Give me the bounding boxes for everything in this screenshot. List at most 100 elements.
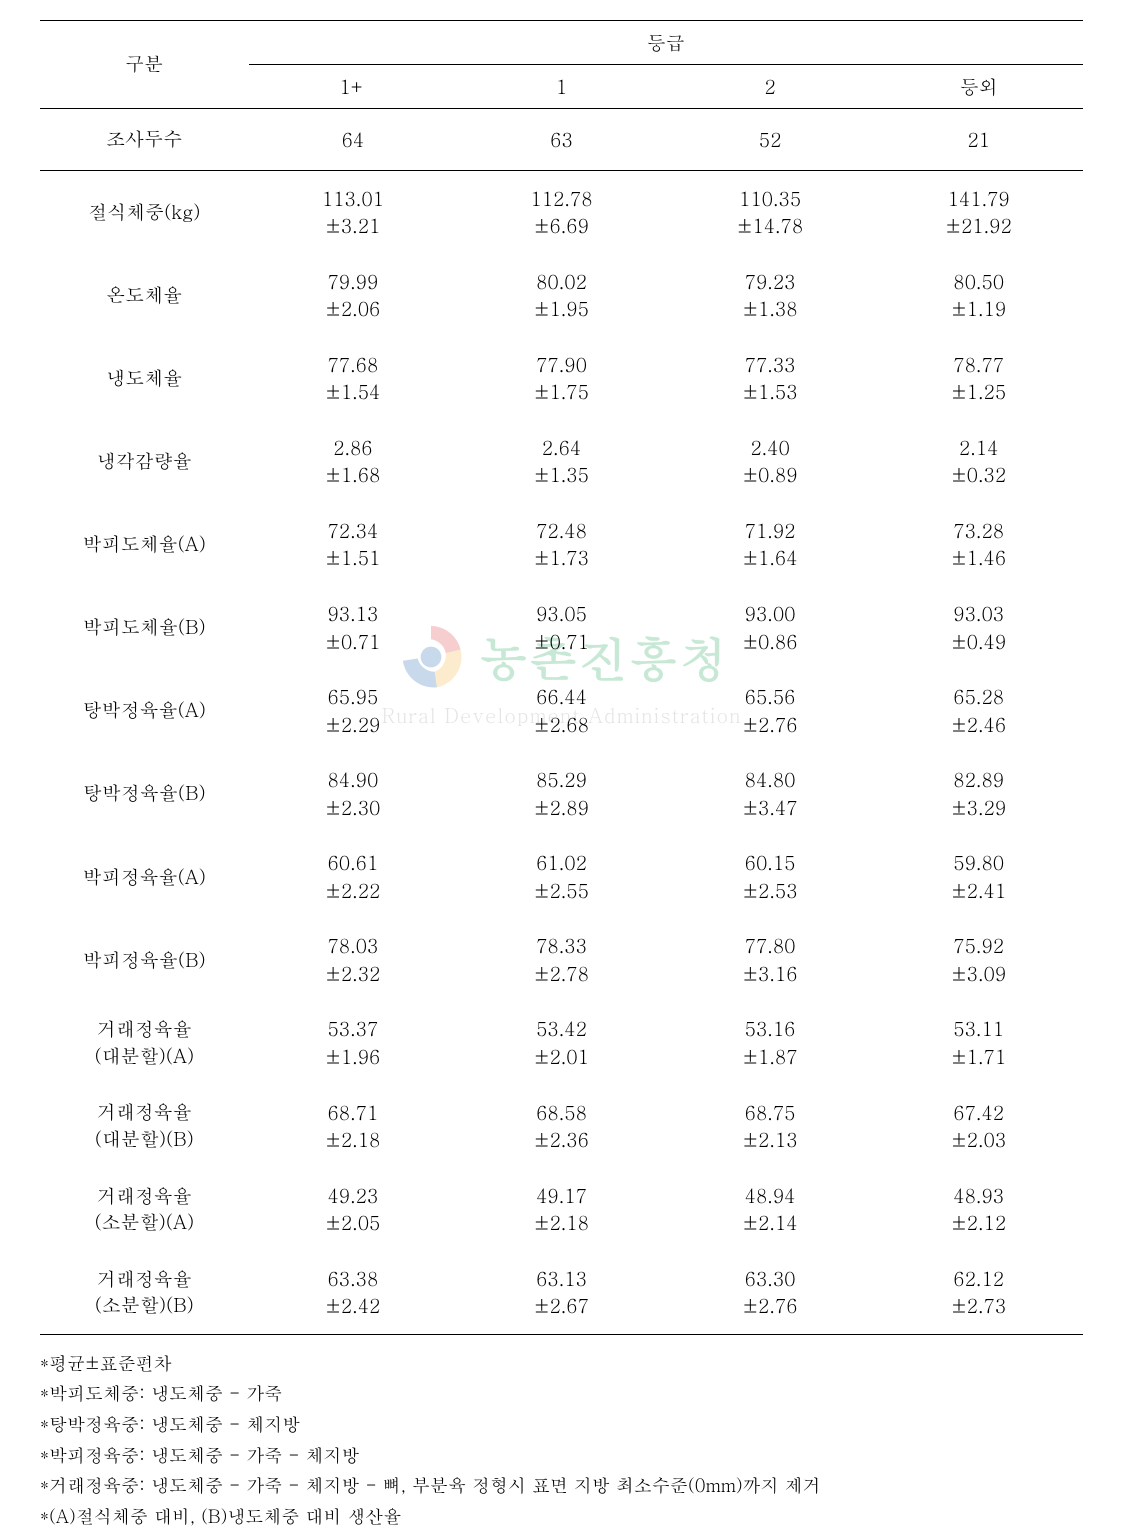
grade-header-0: 1+ xyxy=(249,65,458,109)
value-cell: 60.15±2.53 xyxy=(666,835,875,918)
value-cell: 2.86±1.68 xyxy=(249,420,458,503)
mean-value: 73.28 xyxy=(953,517,1004,544)
sd-value: ±1.64 xyxy=(743,544,798,571)
sd-value: ±0.49 xyxy=(951,628,1006,655)
table-container: 구분 등급 1+ 1 2 등외 조사두수 64 63 52 21 절식체중(kg… xyxy=(40,20,1083,1335)
value-cell: 63.13±2.67 xyxy=(457,1251,666,1335)
row-label-line1: 거래정육율 xyxy=(97,1265,192,1292)
value-cell: 66.44±2.68 xyxy=(457,669,666,752)
value-cell: 93.13±0.71 xyxy=(249,586,458,669)
value-cell: 78.03±2.32 xyxy=(249,918,458,1001)
mean-value: 93.03 xyxy=(953,600,1004,627)
sd-value: ±2.89 xyxy=(534,794,589,821)
value-cell: 68.71±2.18 xyxy=(249,1085,458,1168)
table-row: 절식체중(kg)113.01±3.21112.78±6.69110.35±14.… xyxy=(40,170,1083,254)
value-cell: 93.03±0.49 xyxy=(874,586,1083,669)
footnote-1: *박피도체중: 냉도체중 - 가죽 xyxy=(40,1379,1083,1410)
mean-value: 77.90 xyxy=(536,351,587,378)
grade-header-2: 2 xyxy=(666,65,875,109)
row-label-line2: (대분할)(A) xyxy=(94,1042,194,1069)
mean-value: 59.80 xyxy=(953,849,1004,876)
sd-value: ±0.71 xyxy=(325,628,380,655)
mean-value: 112.78 xyxy=(530,185,592,212)
sd-value: ±1.38 xyxy=(743,295,798,322)
mean-value: 66.44 xyxy=(536,683,587,710)
sd-value: ±2.67 xyxy=(534,1292,589,1319)
sd-value: ±1.25 xyxy=(951,378,1006,405)
mean-value: 2.14 xyxy=(959,434,999,461)
row-label: 박피도체율(B) xyxy=(40,586,249,669)
value-cell: 82.89±3.29 xyxy=(874,752,1083,835)
sd-value: ±1.19 xyxy=(951,295,1006,322)
sd-value: ±3.21 xyxy=(325,212,380,239)
mean-value: 65.95 xyxy=(327,683,378,710)
value-cell: 141.79±21.92 xyxy=(874,170,1083,254)
mean-value: 2.86 xyxy=(333,434,373,461)
value-cell: 71.92±1.64 xyxy=(666,503,875,586)
sd-value: ±1.95 xyxy=(534,295,589,322)
table-row: 냉도체율77.68±1.5477.90±1.7577.33±1.5378.77±… xyxy=(40,337,1083,420)
value-cell: 93.00±0.86 xyxy=(666,586,875,669)
sd-value: ±2.18 xyxy=(534,1209,589,1236)
value-cell: 67.42±2.03 xyxy=(874,1085,1083,1168)
row-label-line1: 거래정육율 xyxy=(97,1098,192,1125)
row-label: 탕박정육율(A) xyxy=(40,669,249,752)
row-label: 거래정육율(소분할)(A) xyxy=(40,1168,249,1251)
sd-value: ±1.54 xyxy=(325,378,380,405)
value-cell: 53.11±1.71 xyxy=(874,1001,1083,1084)
mean-value: 77.33 xyxy=(745,351,796,378)
table-row: 거래정육율(대분할)(B)68.71±2.1868.58±2.3668.75±2… xyxy=(40,1085,1083,1168)
value-cell: 77.80±3.16 xyxy=(666,918,875,1001)
sd-value: ±0.32 xyxy=(951,461,1006,488)
survey-value-2: 52 xyxy=(666,109,875,171)
row-label-line1: 거래정육율 xyxy=(97,1015,192,1042)
sd-value: ±2.01 xyxy=(534,1043,589,1070)
value-cell: 53.37±1.96 xyxy=(249,1001,458,1084)
mean-value: 80.02 xyxy=(536,268,587,295)
sd-value: ±2.06 xyxy=(325,295,380,322)
footnote-5: *(A)절식체중 대비, (B)냉도체중 대비 생산율 xyxy=(40,1502,1083,1532)
mean-value: 60.61 xyxy=(327,849,378,876)
table-row: 거래정육율(대분할)(A)53.37±1.9653.42±2.0153.16±1… xyxy=(40,1001,1083,1084)
mean-value: 53.11 xyxy=(953,1015,1004,1042)
value-cell: 85.29±2.89 xyxy=(457,752,666,835)
row-label: 온도체율 xyxy=(40,254,249,337)
table-row: 박피도체율(A)72.34±1.5172.48±1.7371.92±1.6473… xyxy=(40,503,1083,586)
mean-value: 84.90 xyxy=(327,766,378,793)
mean-value: 85.29 xyxy=(536,766,587,793)
sd-value: ±1.96 xyxy=(325,1043,380,1070)
value-cell: 73.28±1.46 xyxy=(874,503,1083,586)
mean-value: 77.68 xyxy=(327,351,378,378)
sd-value: ±1.87 xyxy=(743,1043,798,1070)
table-row: 거래정육율(소분할)(B)63.38±2.4263.13±2.6763.30±2… xyxy=(40,1251,1083,1335)
mean-value: 49.23 xyxy=(327,1182,378,1209)
row-label-line2: (소분할)(B) xyxy=(95,1291,194,1318)
value-cell: 72.48±1.73 xyxy=(457,503,666,586)
value-cell: 53.16±1.87 xyxy=(666,1001,875,1084)
table-row: 거래정육율(소분할)(A)49.23±2.0549.17±2.1848.94±2… xyxy=(40,1168,1083,1251)
row-label: 박피정육율(A) xyxy=(40,835,249,918)
table-row: 냉각감량율2.86±1.682.64±1.352.40±0.892.14±0.3… xyxy=(40,420,1083,503)
table-row: 탕박정육율(B)84.90±2.3085.29±2.8984.80±3.4782… xyxy=(40,752,1083,835)
mean-value: 48.93 xyxy=(953,1182,1004,1209)
row-label: 거래정육율(대분할)(B) xyxy=(40,1085,249,1168)
mean-value: 63.13 xyxy=(536,1265,587,1292)
mean-value: 49.17 xyxy=(536,1182,587,1209)
mean-value: 93.05 xyxy=(536,600,587,627)
sd-value: ±1.68 xyxy=(325,461,380,488)
value-cell: 48.93±2.12 xyxy=(874,1168,1083,1251)
footnote-2: *탕박정육중: 냉도체중 - 체지방 xyxy=(40,1410,1083,1441)
survey-value-1: 63 xyxy=(457,109,666,171)
sd-value: ±1.46 xyxy=(951,544,1006,571)
sd-value: ±1.35 xyxy=(534,461,589,488)
sd-value: ±2.03 xyxy=(951,1126,1006,1153)
value-cell: 63.30±2.76 xyxy=(666,1251,875,1335)
grade-super-header: 등급 xyxy=(249,21,1083,65)
sd-value: ±6.69 xyxy=(534,212,589,239)
sd-value: ±3.16 xyxy=(743,960,798,987)
mean-value: 63.38 xyxy=(327,1265,378,1292)
value-cell: 65.95±2.29 xyxy=(249,669,458,752)
survey-value-3: 21 xyxy=(874,109,1083,171)
mean-value: 68.71 xyxy=(327,1099,378,1126)
value-cell: 65.28±2.46 xyxy=(874,669,1083,752)
